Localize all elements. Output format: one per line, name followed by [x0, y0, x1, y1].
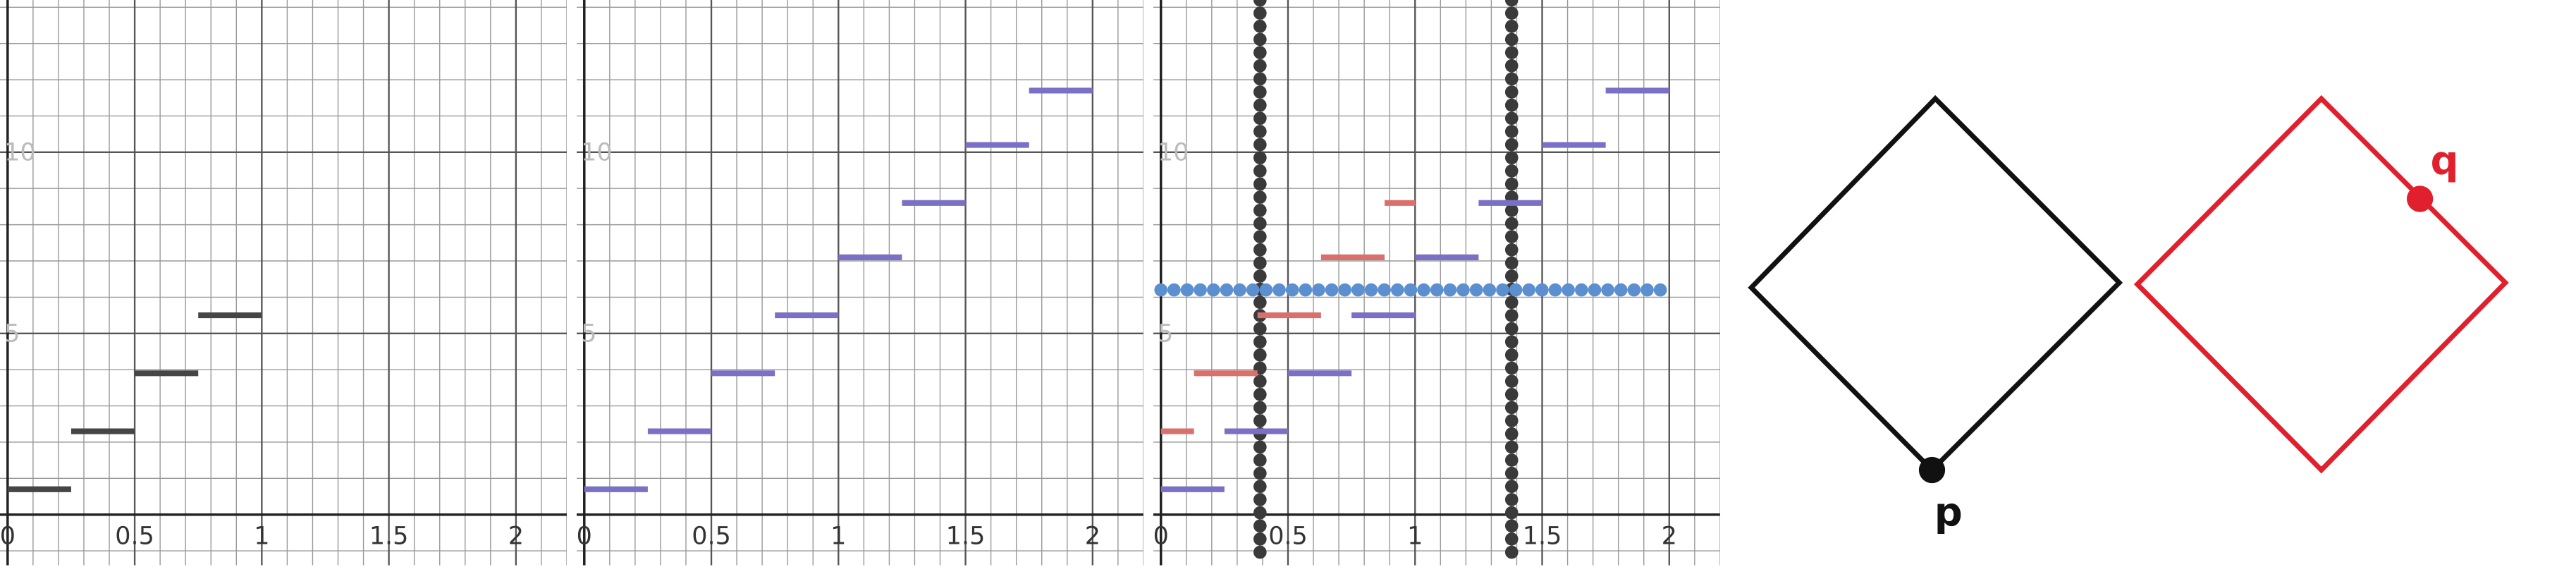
- graph-panel: 0 0.5 1 1.5 2 5 10: [576, 0, 1143, 566]
- x-tick-label: 0.5: [1268, 523, 1308, 551]
- x-tick-label: 0.5: [115, 523, 154, 551]
- point-p: [1918, 456, 1946, 484]
- y-tick-label: 5: [4, 319, 20, 348]
- x-tick-label: 2: [1662, 523, 1677, 551]
- x-tick-label: 0: [0, 523, 16, 551]
- red-diamond: [2133, 94, 2509, 474]
- x-tick-label: 1: [1407, 523, 1423, 551]
- x-tick-label: 2: [1085, 523, 1100, 551]
- x-tick-label: 1.5: [369, 523, 409, 551]
- x-tick-label: 1: [254, 523, 269, 551]
- diagram: p q: [1748, 94, 2509, 536]
- graph-panel: 0 0.5 1 1.5 2 5 10: [0, 0, 567, 566]
- black-diamond: [1748, 94, 2123, 474]
- x-tick-label: 0: [1153, 523, 1169, 551]
- y-tick-label: 10: [1158, 138, 1189, 166]
- x-tick-label: 1.5: [1523, 523, 1562, 551]
- graph-panels: 0 0.5 1 1.5 2 5 10 0 0.5 1 1.5 2 5 10 0 0.5 1 1.5 2 5 10: [0, 0, 1720, 566]
- x-tick-label: 2: [508, 523, 524, 551]
- x-tick-label: 0: [577, 523, 592, 551]
- point-q: [2406, 185, 2434, 212]
- y-tick-label: 10: [581, 138, 612, 166]
- y-tick-label: 5: [581, 319, 596, 348]
- label-p: p: [1934, 490, 1963, 536]
- x-tick-label: 1: [830, 523, 846, 551]
- x-tick-label: 0.5: [692, 523, 731, 551]
- y-tick-label: 10: [4, 138, 35, 166]
- graph-panel: 0 0.5 1 1.5 2 5 10: [1153, 0, 1720, 566]
- y-tick-label: 5: [1158, 319, 1173, 348]
- x-tick-label: 1.5: [946, 523, 986, 551]
- label-q: q: [2431, 138, 2459, 184]
